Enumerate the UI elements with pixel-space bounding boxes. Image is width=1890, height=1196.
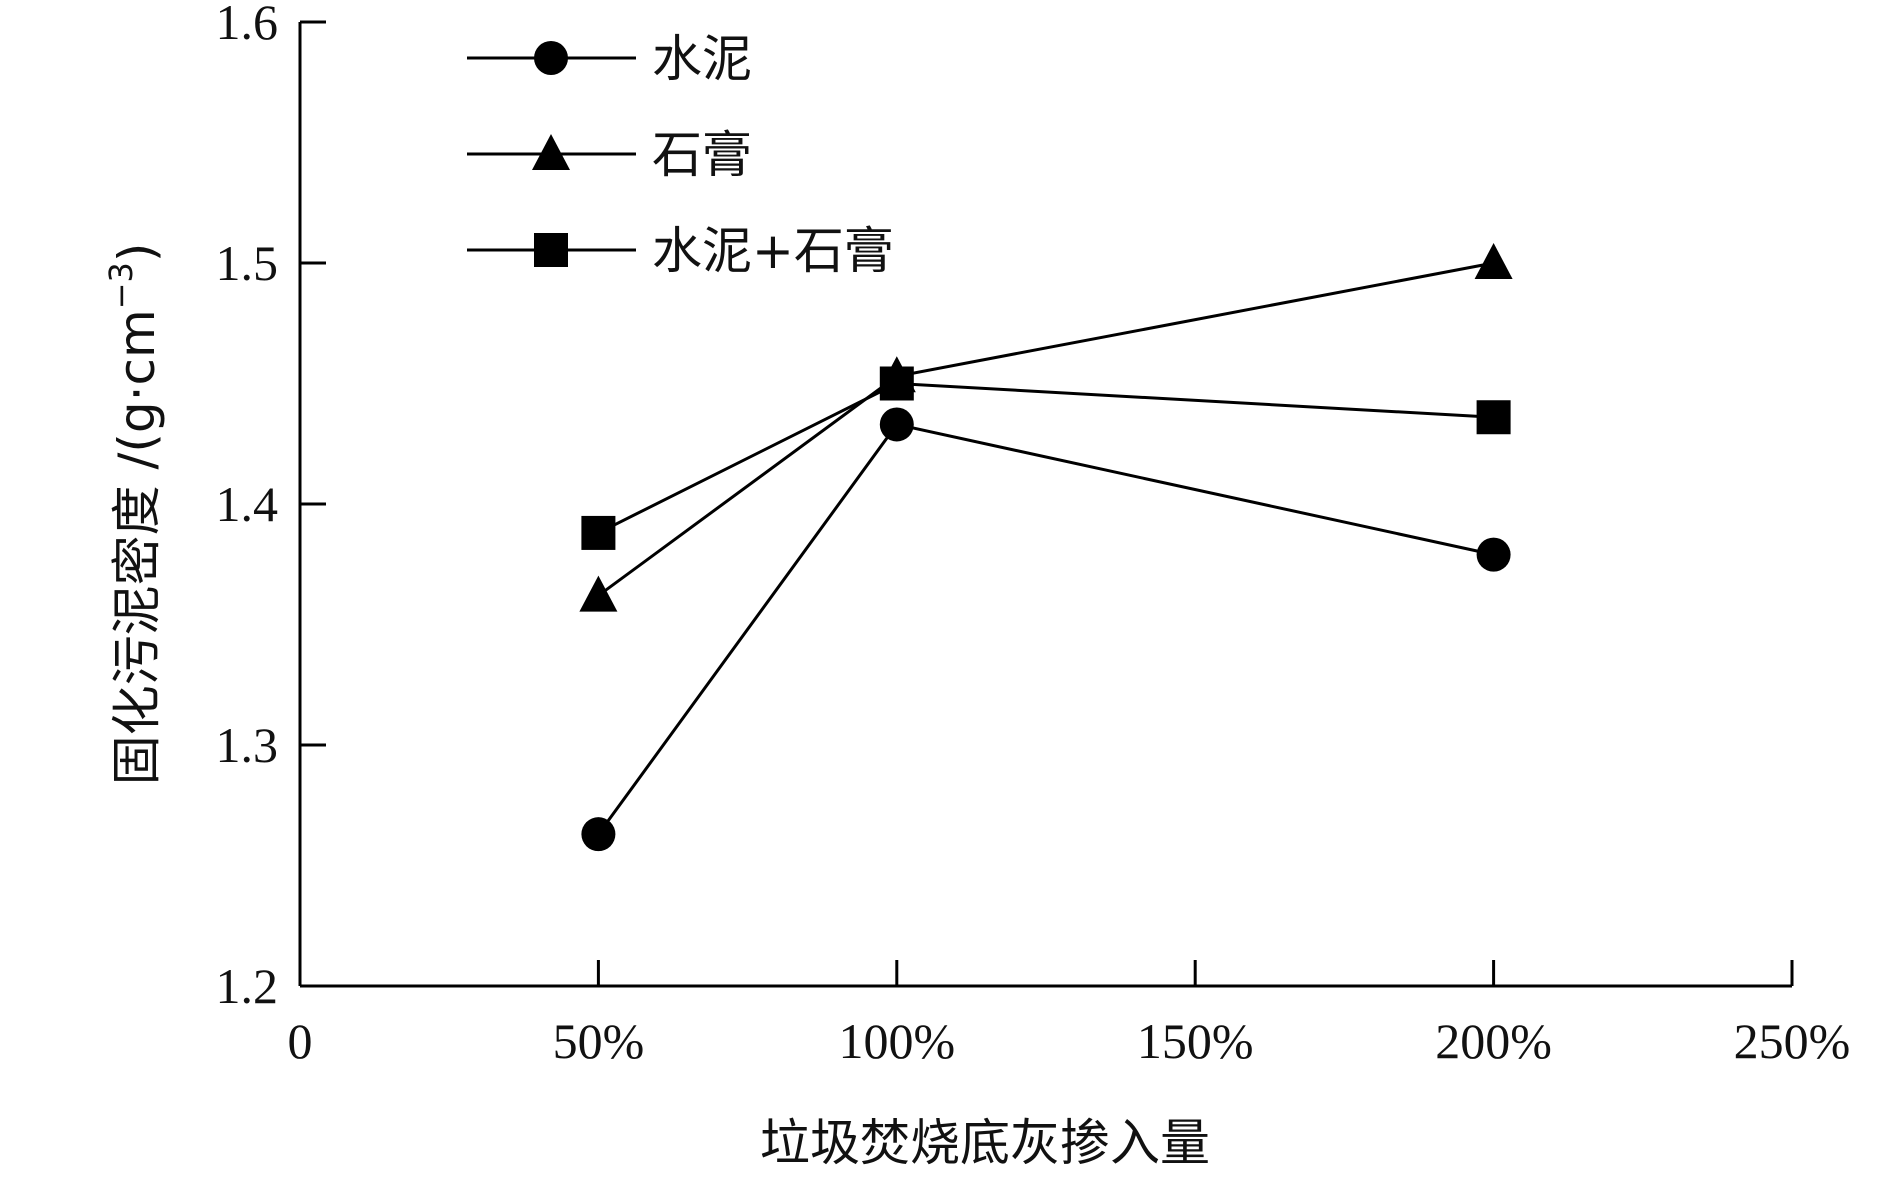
y-axis-title: 固化污泥密度 /(g·cm−3) — [102, 243, 166, 786]
y-tick-label: 1.6 — [216, 0, 279, 50]
data-point — [1474, 243, 1513, 279]
y-axis-title-exponent: −3 — [102, 262, 140, 309]
x-axis-title: 垃圾焚烧底灰掺入量 — [760, 1114, 1210, 1172]
legend-marker — [534, 233, 568, 267]
series-line — [597, 422, 1494, 836]
legend-label: 石膏 — [652, 126, 752, 184]
legend-marker — [534, 41, 568, 75]
x-tick-label: 150% — [1137, 1013, 1254, 1069]
y-axis-title-close: ) — [108, 243, 166, 263]
data-point — [1476, 400, 1511, 435]
axes — [298, 22, 1792, 988]
data-point — [879, 407, 914, 442]
series-group — [579, 243, 1513, 852]
y-axis-title-main: 固化污泥密度 /(g·cm — [108, 309, 166, 785]
series-2 — [579, 243, 1513, 612]
x-tick-label: 50% — [553, 1013, 645, 1069]
legend-label: 水泥+石膏 — [652, 222, 894, 280]
y-tick-label: 1.2 — [216, 958, 279, 1014]
legend-item: 水泥 — [467, 30, 752, 88]
series-line — [597, 261, 1494, 597]
x-tick-label: 100% — [838, 1013, 955, 1069]
data-point — [579, 575, 618, 612]
data-point — [581, 817, 616, 852]
legend-item: 水泥+石膏 — [467, 222, 894, 280]
series-1 — [581, 407, 1511, 852]
x-tick-label: 200% — [1435, 1013, 1552, 1069]
y-tick-label: 1.4 — [216, 476, 279, 532]
legend-label: 水泥 — [652, 30, 752, 88]
data-point — [1476, 537, 1511, 572]
series-3 — [581, 366, 1511, 550]
y-tick-label: 1.5 — [216, 235, 279, 291]
x-tick-label: 250% — [1734, 1013, 1851, 1069]
legend-item: 石膏 — [467, 126, 752, 184]
data-point — [879, 366, 914, 401]
y-tick-label: 1.3 — [216, 717, 279, 773]
data-point — [581, 515, 616, 550]
legend-marker — [532, 134, 570, 170]
ticks: 1.2 1.3 1.4 1.5 1.6 0 50% 100% 150% 200% 250% — [216, 0, 1851, 1069]
x-tick-label: 0 — [288, 1013, 313, 1069]
